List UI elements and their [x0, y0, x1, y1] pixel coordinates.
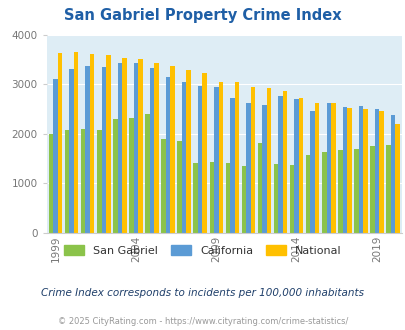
- Bar: [193, 163, 198, 233]
- Bar: [314, 104, 319, 233]
- Bar: [362, 109, 367, 233]
- Bar: [298, 98, 303, 233]
- Bar: [294, 99, 298, 233]
- Bar: [58, 53, 62, 233]
- Bar: [106, 55, 110, 233]
- Bar: [321, 152, 326, 233]
- Bar: [138, 59, 142, 233]
- Bar: [374, 109, 378, 233]
- Bar: [145, 114, 149, 233]
- Bar: [170, 66, 175, 233]
- Bar: [154, 63, 158, 233]
- Bar: [310, 111, 314, 233]
- Bar: [330, 103, 335, 233]
- Bar: [218, 82, 222, 233]
- Legend: San Gabriel, California, National: San Gabriel, California, National: [60, 241, 345, 260]
- Bar: [177, 141, 181, 233]
- Bar: [266, 87, 271, 233]
- Bar: [85, 66, 90, 233]
- Bar: [90, 54, 94, 233]
- Bar: [386, 145, 390, 233]
- Bar: [161, 139, 165, 233]
- Bar: [369, 146, 374, 233]
- Bar: [202, 73, 207, 233]
- Bar: [241, 166, 245, 233]
- Bar: [346, 108, 351, 233]
- Bar: [257, 143, 262, 233]
- Bar: [113, 119, 117, 233]
- Bar: [81, 129, 85, 233]
- Text: Crime Index corresponds to incidents per 100,000 inhabitants: Crime Index corresponds to incidents per…: [41, 288, 364, 298]
- Bar: [245, 104, 250, 233]
- Bar: [326, 103, 330, 233]
- Bar: [394, 124, 399, 233]
- Bar: [225, 163, 230, 233]
- Bar: [198, 86, 202, 233]
- Bar: [213, 87, 218, 233]
- Bar: [129, 118, 133, 233]
- Bar: [250, 86, 255, 233]
- Bar: [74, 52, 78, 233]
- Bar: [282, 90, 287, 233]
- Bar: [49, 134, 53, 233]
- Bar: [262, 105, 266, 233]
- Bar: [101, 67, 106, 233]
- Bar: [358, 106, 362, 233]
- Bar: [117, 63, 122, 233]
- Bar: [305, 155, 310, 233]
- Bar: [209, 162, 213, 233]
- Bar: [97, 130, 101, 233]
- Bar: [390, 115, 394, 233]
- Bar: [289, 165, 294, 233]
- Bar: [353, 148, 358, 233]
- Bar: [278, 96, 282, 233]
- Bar: [337, 150, 342, 233]
- Bar: [122, 58, 126, 233]
- Bar: [69, 69, 74, 233]
- Bar: [273, 164, 278, 233]
- Bar: [133, 63, 138, 233]
- Bar: [342, 107, 346, 233]
- Bar: [181, 82, 186, 233]
- Bar: [53, 79, 58, 233]
- Bar: [65, 130, 69, 233]
- Bar: [165, 77, 170, 233]
- Bar: [378, 112, 383, 233]
- Bar: [186, 70, 190, 233]
- Text: San Gabriel Property Crime Index: San Gabriel Property Crime Index: [64, 8, 341, 23]
- Text: © 2025 CityRating.com - https://www.cityrating.com/crime-statistics/: © 2025 CityRating.com - https://www.city…: [58, 317, 347, 326]
- Bar: [230, 98, 234, 233]
- Bar: [149, 68, 154, 233]
- Bar: [234, 82, 239, 233]
